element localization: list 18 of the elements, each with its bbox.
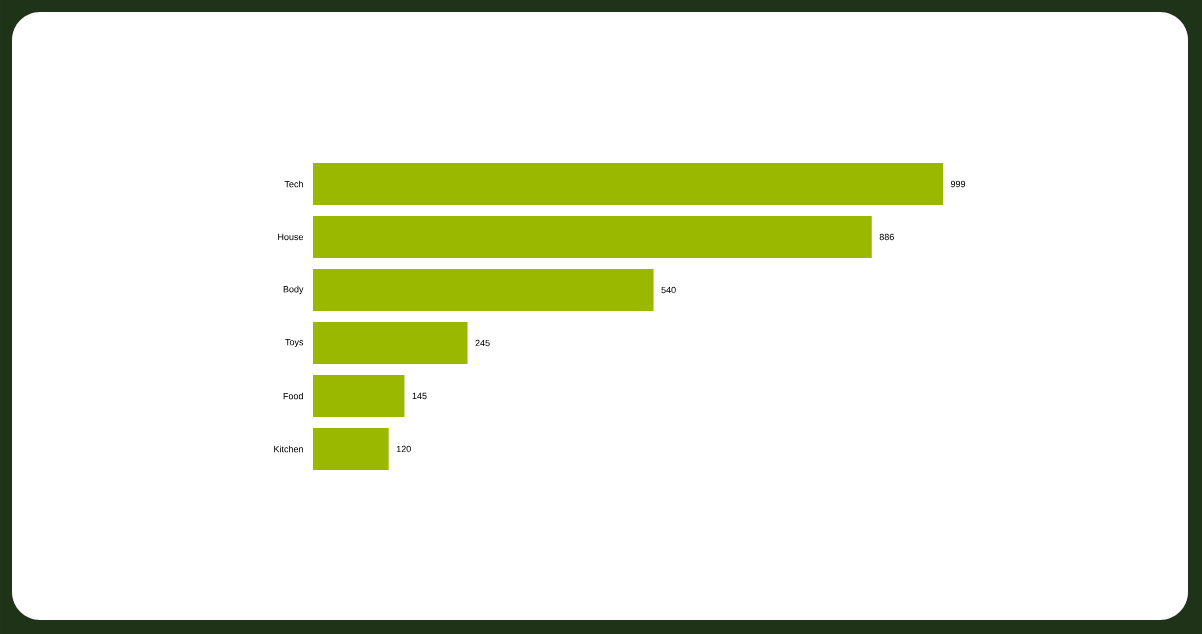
bar (313, 163, 943, 205)
bar (313, 269, 654, 311)
y-tick-label: House (278, 233, 304, 241)
y-tick-label: Body (283, 285, 304, 295)
bar (313, 322, 468, 364)
data-label: 886 (879, 233, 894, 241)
y-tick-label: Toys (285, 338, 304, 348)
y-tick-label: Tech (284, 180, 303, 188)
y-tick-label: Kitchen (274, 445, 303, 453)
data-label: 145 (412, 392, 427, 400)
bar (313, 428, 389, 470)
data-label: 999 (950, 180, 966, 188)
bar (313, 216, 872, 258)
data-label: 120 (396, 445, 411, 453)
bar (313, 375, 405, 417)
y-tick-label: Food (283, 392, 303, 400)
data-label: 540 (661, 286, 676, 294)
data-label: 245 (475, 339, 490, 347)
